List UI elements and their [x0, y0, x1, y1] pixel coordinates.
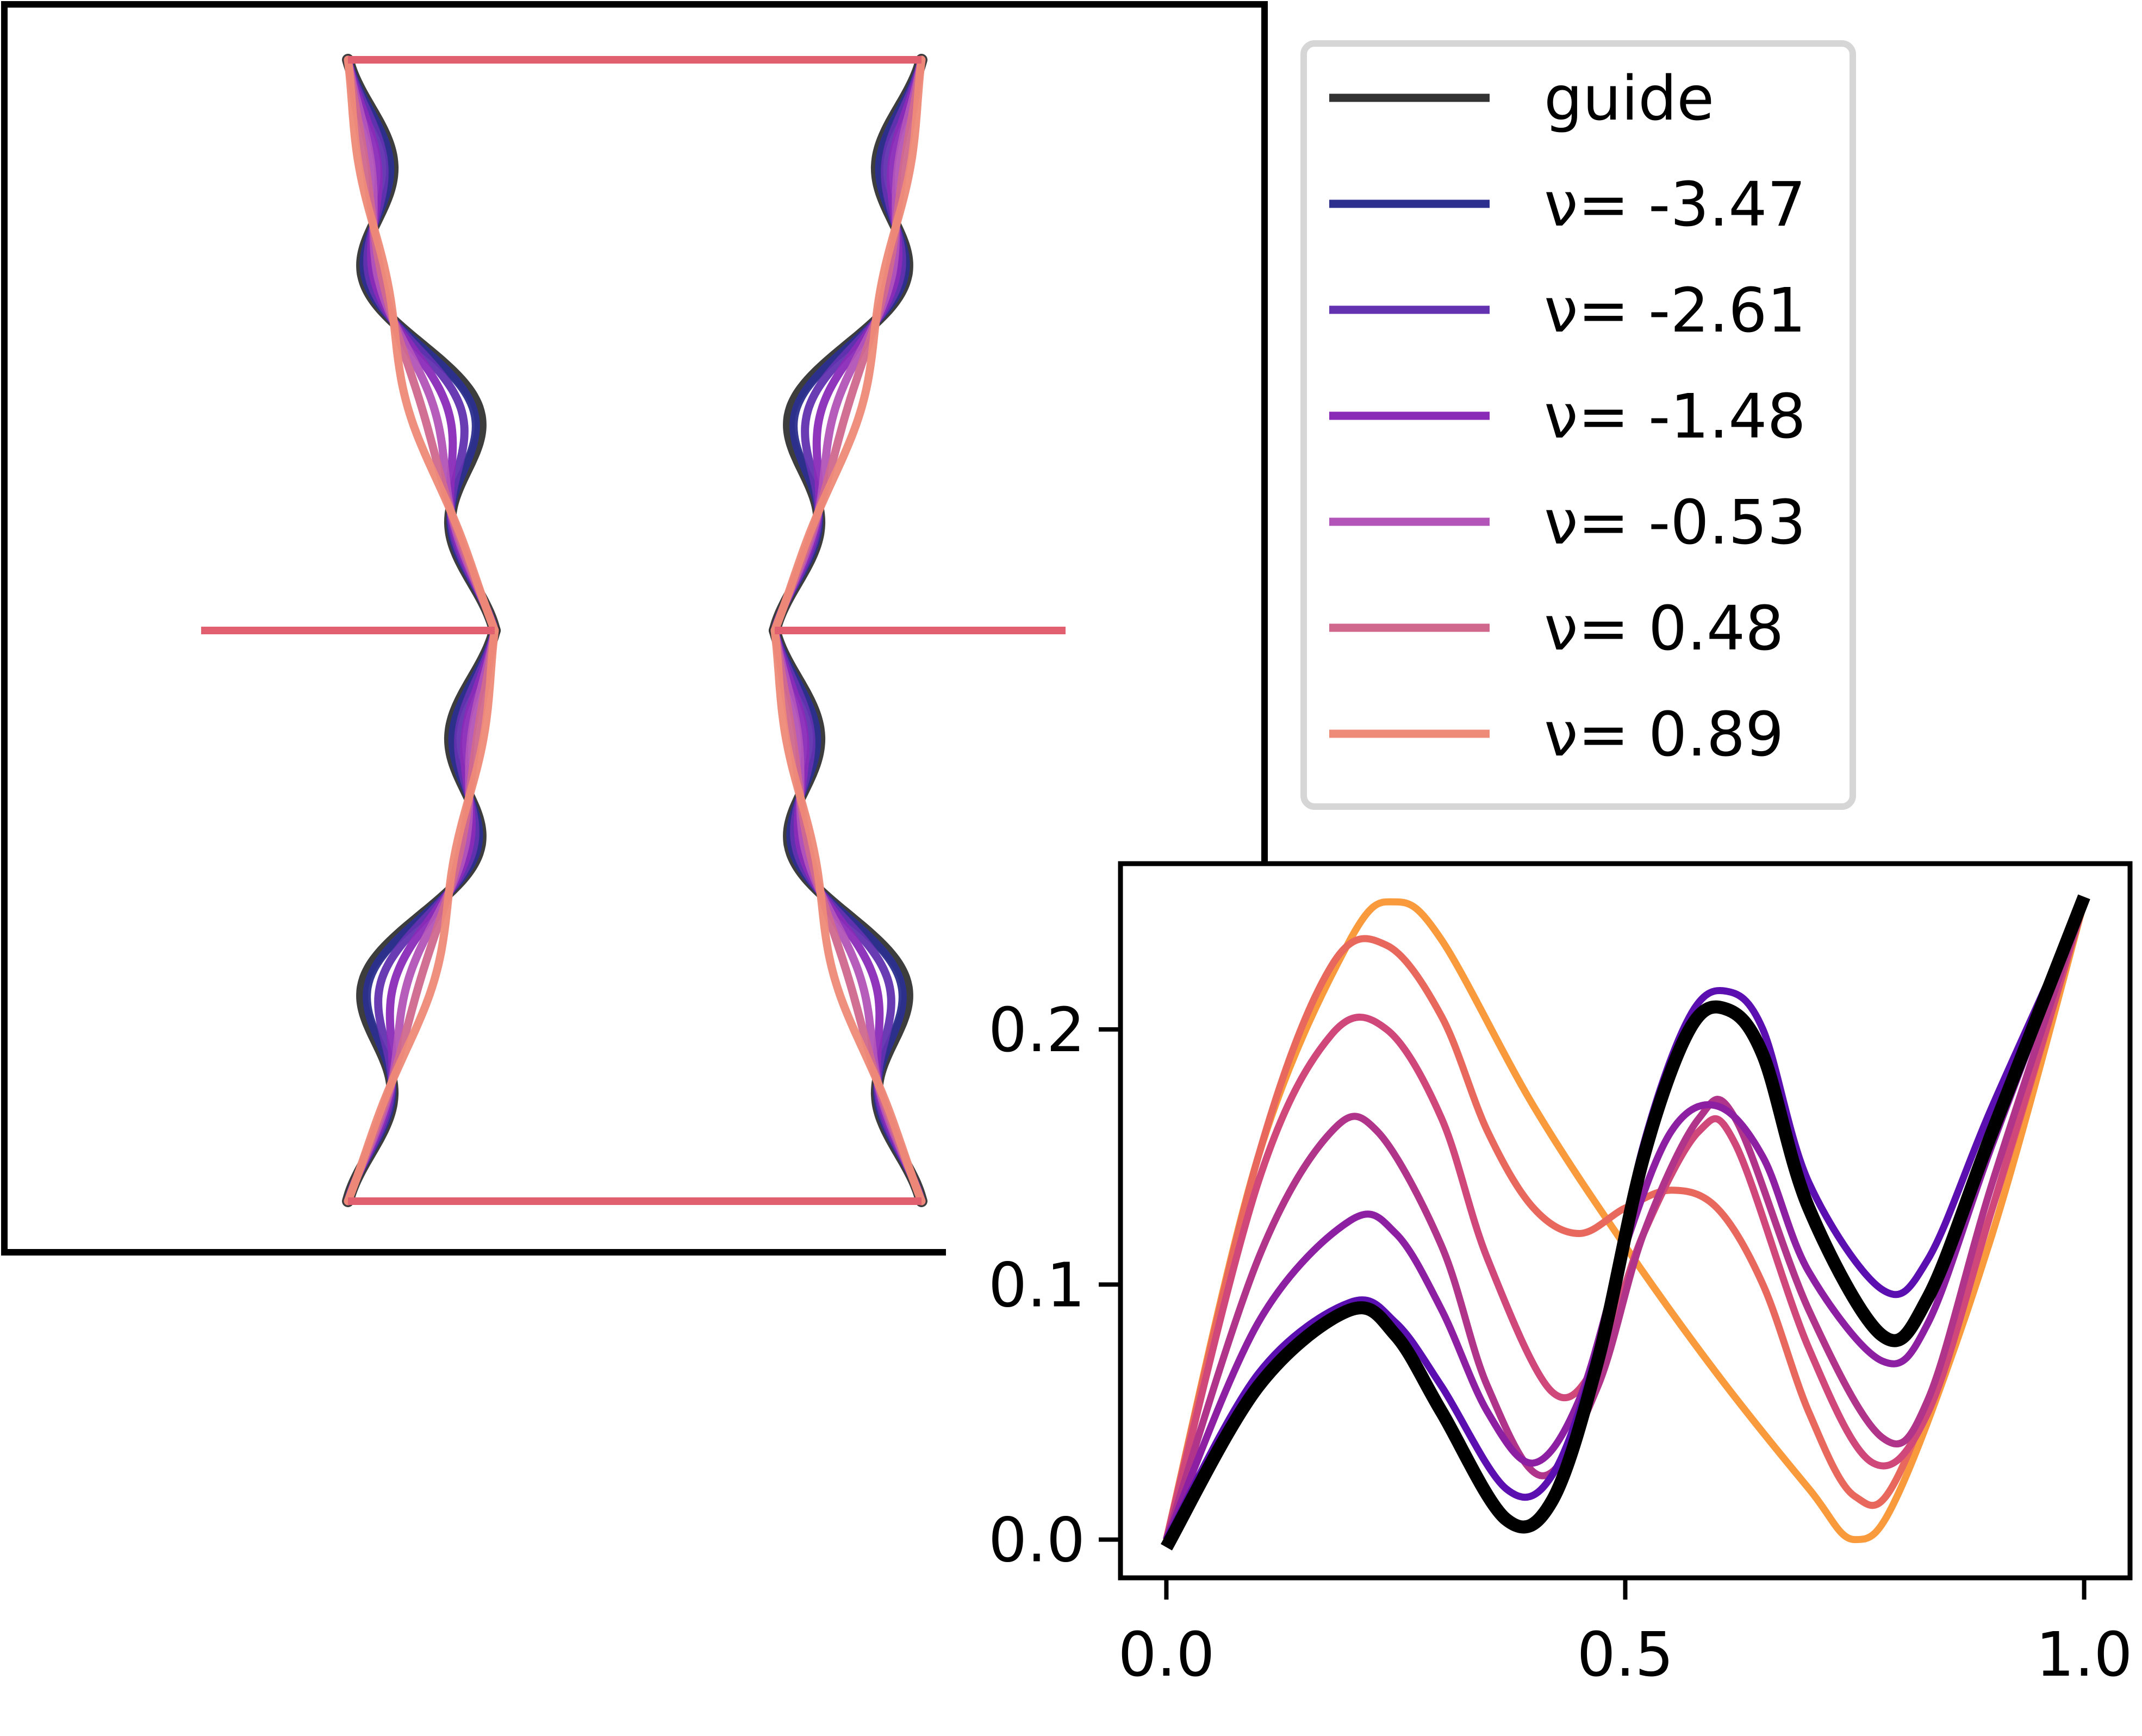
- legend-label-1: ν= -3.47: [1544, 170, 1806, 240]
- structure-panel: [1, 1, 1268, 1256]
- structure-frame-lines: [201, 56, 1066, 1205]
- x-tick-label-0: 0.0: [1118, 1620, 1215, 1690]
- legend-label-3: ν= -1.48: [1544, 382, 1806, 452]
- inset-panel: 0.0 0.5 1.0 0.0 0.1 0.2: [946, 861, 2142, 1736]
- legend-label-6: ν= 0.89: [1544, 700, 1784, 770]
- inset-series-line-6: [1160, 894, 2090, 1551]
- structure-curve-6-0: [344, 55, 499, 635]
- legend-label-2: ν= -2.61: [1544, 276, 1806, 346]
- y-tick-label-1: 0.1: [988, 1250, 1085, 1321]
- legend-label-4: ν= -0.53: [1544, 488, 1806, 558]
- x-tick-label-1: 0.5: [1577, 1620, 1673, 1690]
- inset-series-line-3: [1163, 901, 2088, 1541]
- structure-curve-6-1: [344, 626, 499, 1206]
- legend: guide ν= -3.47 ν= -2.61 ν= -1.48 ν= -0.53 ν= …: [1300, 40, 1856, 810]
- structure-curve-6-3: [770, 626, 926, 1206]
- y-tick-label-2: 0.2: [988, 995, 1085, 1066]
- legend-label-5: ν= 0.48: [1544, 594, 1784, 664]
- inset-ticks: 0.0 0.5 1.0 0.0 0.1 0.2: [988, 995, 2133, 1690]
- legend-label-0: guide: [1544, 64, 1714, 134]
- x-tick-label-2: 1.0: [2036, 1620, 2133, 1690]
- legend-entries: guide ν= -3.47 ν= -2.61 ν= -1.48 ν= -0.53 ν= …: [1329, 64, 1806, 770]
- legend-frame: [1300, 40, 1856, 810]
- structure-curve-6-2: [770, 55, 926, 635]
- structure-curves: [342, 54, 927, 1207]
- y-tick-label-0: 0.0: [988, 1506, 1085, 1576]
- inset-lines: [1160, 894, 2090, 1551]
